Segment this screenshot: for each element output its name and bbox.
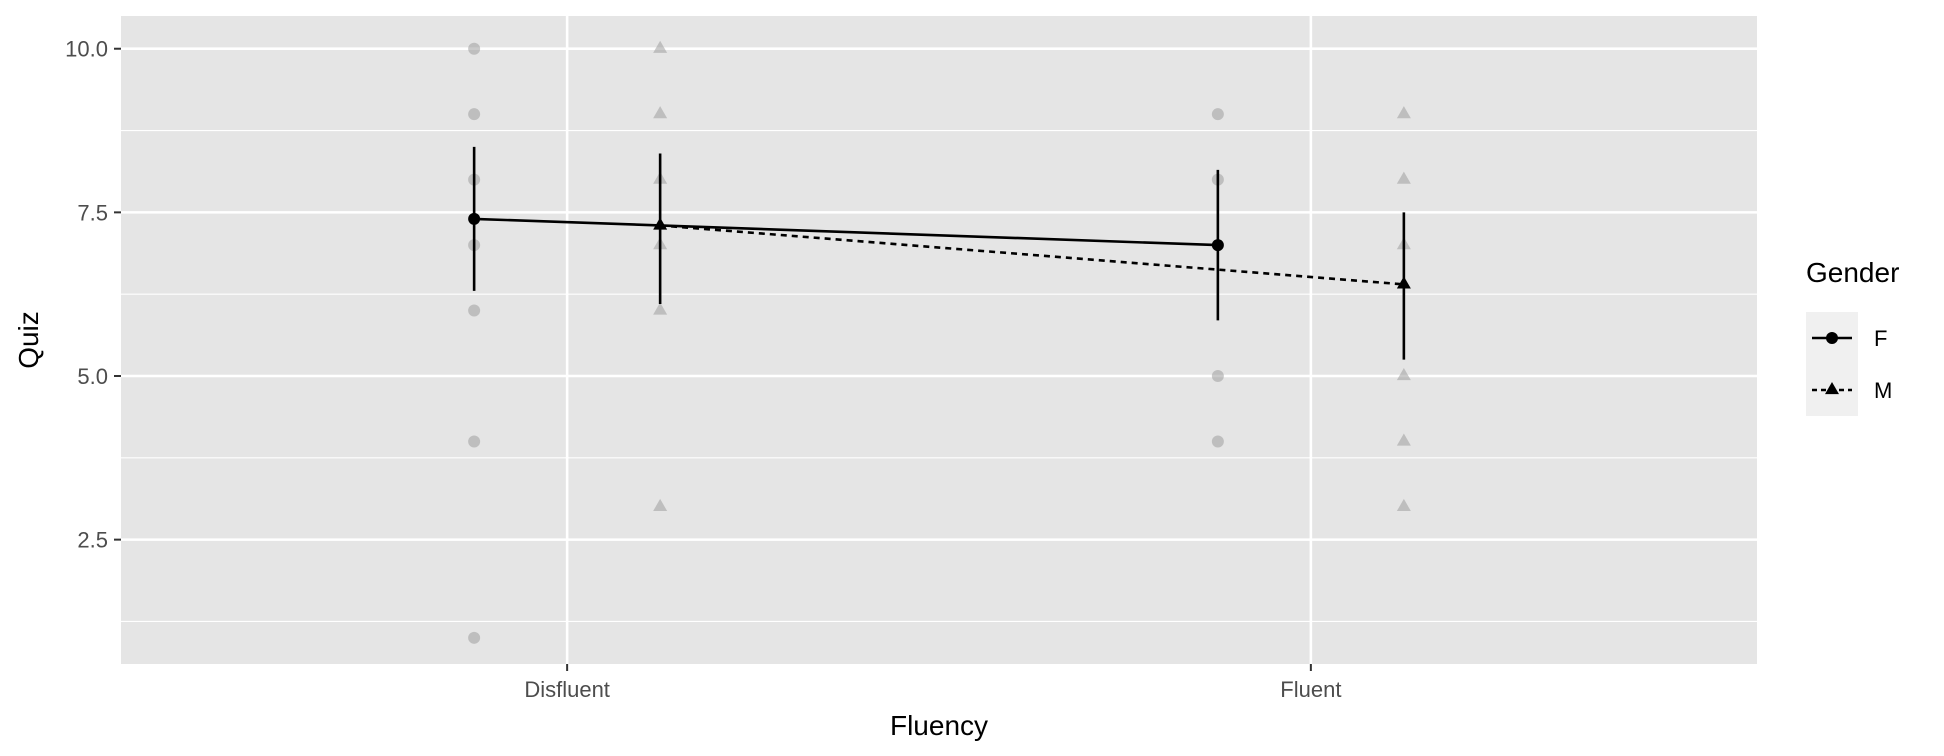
raw-point-M [653, 106, 668, 119]
raw-point-M [653, 302, 668, 315]
raw-point-F [468, 108, 481, 121]
raw-point-F [1211, 108, 1224, 121]
legend-key-marker-F [1826, 332, 1838, 344]
y-tick-label: 10.0 [65, 37, 108, 62]
raw-point-F [468, 435, 481, 448]
raw-point-M [653, 40, 668, 53]
raw-point-M [1396, 367, 1411, 381]
y-axis-title: Quiz [13, 311, 44, 369]
mean-point-F [468, 212, 481, 225]
raw-point-F [468, 42, 481, 55]
y-tick-label: 7.5 [77, 200, 108, 225]
raw-point-F [468, 304, 481, 317]
raw-point-F [468, 631, 481, 644]
legend-label-M: M [1874, 378, 1892, 403]
series-line-F [474, 217, 1218, 247]
x-tick-label: Disfluent [524, 677, 610, 702]
raw-point-M [1396, 106, 1411, 119]
legend-key-marker-M [1825, 381, 1839, 395]
y-tick-label: 5.0 [77, 364, 108, 389]
raw-point-F [1211, 370, 1224, 382]
plot-panel [121, 16, 1757, 664]
mean-point-M [653, 217, 668, 230]
mean-point-M [1396, 276, 1411, 289]
raw-point-M [653, 498, 668, 512]
x-axis-title: Fluency [890, 710, 988, 741]
legend-label-F: F [1874, 326, 1887, 351]
raw-point-F [1211, 435, 1224, 448]
raw-point-M [1396, 498, 1411, 512]
raw-point-M [1396, 433, 1411, 446]
raw-point-M [1396, 171, 1411, 184]
x-tick-label: Fluent [1280, 677, 1341, 702]
y-tick-label: 2.5 [77, 528, 108, 553]
legend-key-background [1806, 312, 1858, 416]
legend-title: Gender [1806, 257, 1899, 288]
series-line-M [660, 224, 1404, 286]
mean-point-F [1211, 239, 1224, 252]
